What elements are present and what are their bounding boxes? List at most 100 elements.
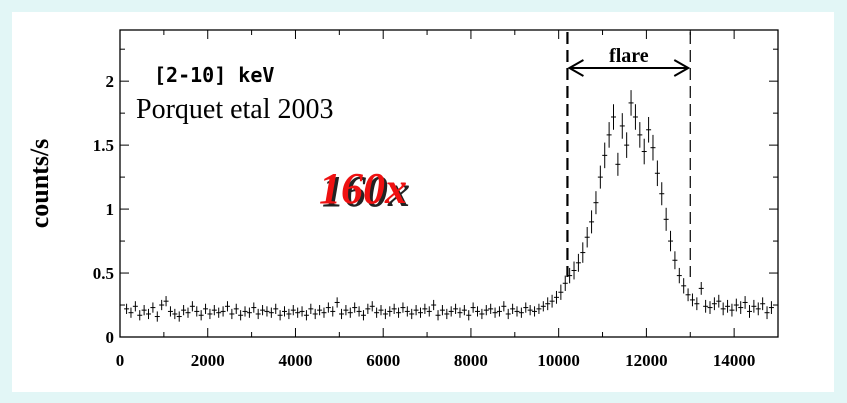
data-point: [150, 302, 156, 313]
data-point: [352, 302, 358, 313]
flare-label: flare: [609, 45, 649, 67]
data-point: [404, 306, 410, 317]
reference-citation: Porquet etal 2003: [136, 94, 334, 125]
data-point: [488, 303, 494, 314]
data-point: [391, 303, 397, 314]
data-point: [189, 301, 195, 312]
data-point: [369, 301, 375, 312]
data-point: [154, 311, 160, 322]
data-point: [540, 301, 546, 312]
data-point: [514, 306, 520, 317]
data-point: [286, 308, 292, 320]
data-point: [409, 308, 415, 320]
data-point: [264, 306, 270, 317]
x-tick-label: 2000: [191, 351, 225, 370]
data-point: [141, 305, 147, 316]
data-point: [347, 307, 353, 318]
data-point: [461, 305, 467, 316]
data-point: [400, 302, 406, 313]
data-point: [711, 297, 717, 311]
data-point: [729, 303, 735, 317]
data-point: [330, 306, 336, 317]
data-point: [575, 253, 581, 272]
data-points-layer: [124, 90, 774, 322]
data-point: [246, 307, 252, 318]
annotations-layer: [2-10] keV Porquet etal 2003 160x 160x f…: [25, 32, 691, 277]
data-point: [172, 308, 178, 320]
data-point: [299, 306, 305, 317]
data-point: [496, 306, 502, 317]
data-point: [523, 302, 529, 313]
data-point: [668, 230, 674, 252]
y-tick-label: 0: [106, 328, 115, 347]
data-point: [672, 251, 678, 270]
data-point: [562, 275, 568, 291]
data-point: [255, 308, 261, 320]
data-point: [681, 278, 687, 294]
data-point: [646, 116, 652, 143]
highlight-label: 160x: [319, 164, 407, 213]
data-point: [545, 297, 551, 311]
data-point: [251, 302, 257, 313]
data-point: [194, 306, 200, 317]
data-point: [685, 288, 691, 302]
data-point: [505, 308, 511, 320]
data-point: [124, 303, 130, 314]
data-point: [220, 306, 226, 317]
data-point: [733, 298, 739, 312]
x-tick-label: 8000: [454, 351, 488, 370]
data-point: [619, 113, 625, 139]
data-point: [176, 311, 182, 322]
data-point: [282, 306, 287, 317]
data-point: [571, 261, 577, 280]
data-point: [725, 299, 731, 313]
data-point: [295, 307, 301, 318]
data-point: [229, 308, 235, 320]
x-tick-label: 0: [116, 351, 125, 370]
data-point: [167, 306, 173, 317]
highlight-label-shadow: 160x: [322, 167, 410, 216]
data-point: [159, 299, 165, 311]
data-point: [597, 165, 603, 189]
data-point: [382, 308, 388, 320]
data-point: [128, 307, 134, 318]
data-point: [343, 305, 349, 316]
data-point: [549, 294, 555, 308]
data-point: [422, 303, 428, 314]
data-point: [132, 301, 138, 312]
data-point: [396, 307, 402, 318]
data-point: [290, 305, 296, 316]
data-point: [448, 306, 454, 317]
data-point: [334, 297, 340, 308]
data-point: [553, 290, 559, 304]
data-point: [593, 191, 599, 215]
data-point: [768, 301, 774, 314]
data-point: [207, 308, 213, 320]
data-point: [501, 301, 507, 312]
data-point: [374, 307, 380, 318]
data-point: [676, 267, 682, 284]
data-point: [589, 210, 595, 234]
data-point: [453, 303, 459, 314]
data-point: [689, 293, 695, 307]
data-point: [312, 308, 318, 320]
x-tick-label: 6000: [366, 351, 400, 370]
data-point: [755, 302, 761, 316]
figure-panel: 0 2000 4000 6000 8000 10000 12000 14000 0 0.5 1 1.5…: [12, 12, 834, 392]
data-point: [483, 305, 489, 316]
plot-frame: [119, 29, 779, 338]
data-point: [238, 310, 244, 321]
data-point: [378, 305, 384, 316]
data-point: [198, 310, 204, 321]
data-point: [624, 132, 630, 158]
y-tick-label: 0.5: [93, 264, 114, 283]
data-point: [703, 299, 709, 313]
data-point: [339, 308, 345, 320]
data-point: [602, 142, 608, 169]
x-tick-label: 14000: [713, 351, 756, 370]
data-point: [751, 299, 757, 313]
data-point: [654, 160, 660, 187]
data-point: [242, 306, 248, 317]
x-tick-label: 4000: [278, 351, 312, 370]
data-point: [532, 306, 538, 317]
